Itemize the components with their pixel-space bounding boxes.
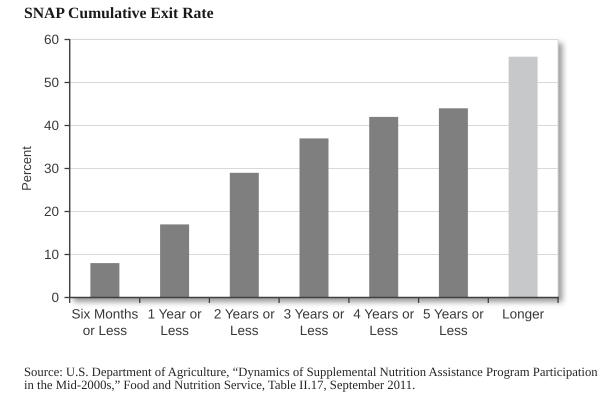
svg-text:0: 0 [51,290,59,305]
svg-text:Longer: Longer [502,307,545,322]
svg-text:Source: U.S. Department of Agr: Source: U.S. Department of Agriculture, … [24,365,598,379]
svg-text:40: 40 [44,118,59,133]
svg-text:5 Years or: 5 Years or [423,307,484,322]
svg-text:Percent: Percent [19,146,34,191]
svg-text:Less: Less [439,323,468,338]
svg-text:10: 10 [44,247,59,262]
svg-text:4 Years or: 4 Years or [353,307,414,322]
svg-text:1 Year or: 1 Year or [148,307,203,322]
svg-text:50: 50 [44,75,59,90]
svg-text:or Less: or Less [83,323,128,338]
svg-text:in the Mid-2000s,” Food and Nu: in the Mid-2000s,” Food and Nutrition Se… [24,378,415,392]
svg-text:20: 20 [44,204,59,219]
svg-text:2 Years or: 2 Years or [214,307,275,322]
svg-text:Less: Less [160,323,189,338]
svg-text:3 Years or: 3 Years or [284,307,345,322]
svg-text:30: 30 [44,161,59,176]
svg-text:Six Months: Six Months [72,307,139,322]
svg-text:Less: Less [369,323,398,338]
svg-text:SNAP Cumulative Exit Rate: SNAP Cumulative Exit Rate [24,5,214,22]
svg-text:60: 60 [44,32,59,47]
svg-text:Less: Less [230,323,259,338]
svg-text:Less: Less [300,323,329,338]
